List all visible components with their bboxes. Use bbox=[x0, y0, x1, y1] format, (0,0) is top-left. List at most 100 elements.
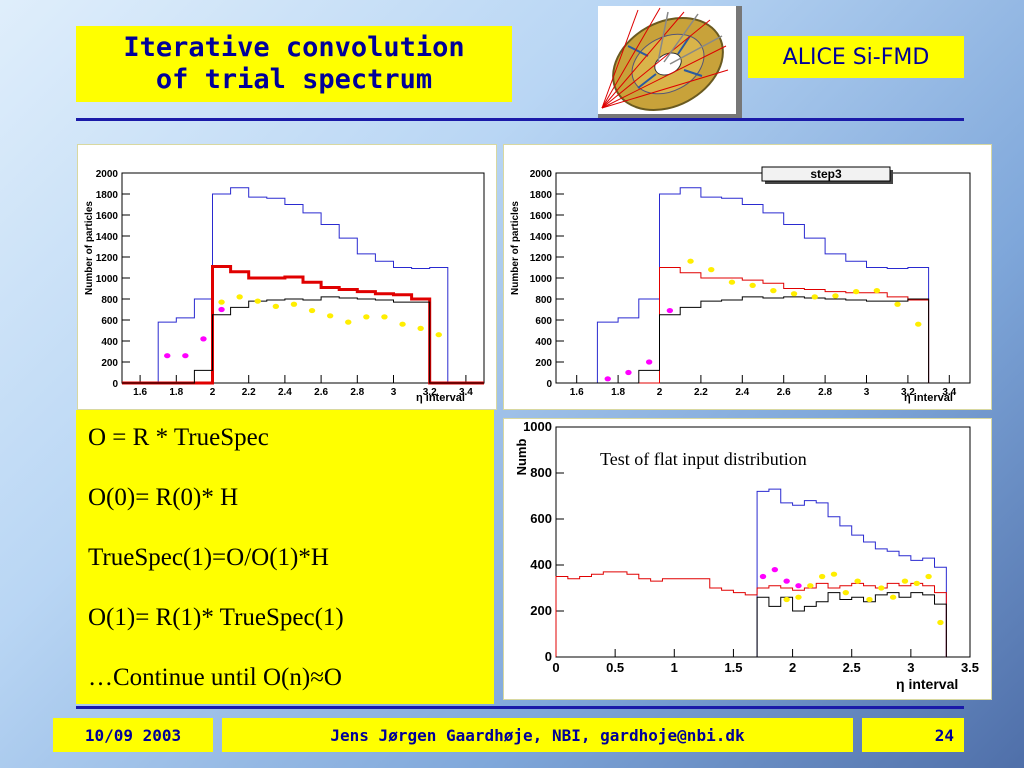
chart-3: 0 200 400 600 800 1000 0 0.5 1 1.5 2 2.5 3 3.5η inter… bbox=[514, 419, 979, 692]
data-point-2 bbox=[708, 267, 715, 273]
chart-2: 0 200 400 600 800 1000 1200 1400 1600 1800 2000 1.6… bbox=[510, 166, 971, 404]
series-line-3 bbox=[556, 592, 970, 658]
detector-logo bbox=[598, 6, 742, 120]
data-point-2 bbox=[687, 258, 694, 264]
y-tick-label: 400 bbox=[101, 337, 118, 348]
data-point-2 bbox=[749, 282, 756, 288]
series-line-3 bbox=[122, 296, 484, 384]
y-tick-label: 1400 bbox=[96, 232, 119, 243]
y-tick-label: 600 bbox=[101, 316, 118, 327]
y-tick-label: 1000 bbox=[96, 274, 119, 285]
data-point-2 bbox=[435, 332, 442, 338]
alice-badge: ALICE Si-FMD bbox=[748, 36, 964, 78]
data-point-1 bbox=[218, 306, 225, 313]
data-point-2 bbox=[272, 303, 280, 309]
y-tick-label: 1400 bbox=[530, 232, 553, 243]
data-point-2 bbox=[811, 294, 818, 300]
series-line-2 bbox=[555, 571, 970, 658]
x-tick-label: 0 bbox=[552, 660, 559, 675]
data-point-1 bbox=[625, 369, 632, 376]
title-box: Iterative convolution of trial spectrum bbox=[76, 26, 512, 102]
x-tick-label: 2.8 bbox=[818, 387, 832, 398]
x-tick-label: 2.2 bbox=[242, 387, 256, 398]
equation-5: …Continue until O(n)≈O bbox=[88, 664, 342, 691]
y-axis-label: Number of particles bbox=[510, 201, 521, 295]
y-tick-label: 1200 bbox=[96, 253, 119, 264]
data-point-2 bbox=[728, 279, 736, 285]
data-point-2 bbox=[937, 619, 944, 626]
y-tick-label: 2000 bbox=[96, 169, 119, 180]
slide-title: Iterative convolution of trial spectrum bbox=[123, 32, 465, 95]
equation-1: O = R * TrueSpec bbox=[88, 424, 269, 451]
x-tick-label: 2.6 bbox=[777, 387, 791, 398]
equation-3: TrueSpec(1)=O/O(1)*H bbox=[88, 544, 329, 571]
y-tick-label: 1800 bbox=[96, 190, 119, 201]
y-tick-label: 200 bbox=[535, 358, 552, 369]
data-point-1 bbox=[771, 567, 779, 573]
data-point-2 bbox=[866, 596, 873, 603]
y-tick-label: 1000 bbox=[523, 419, 552, 434]
x-tick-label: 2.4 bbox=[278, 387, 292, 398]
x-tick-label: 2 bbox=[789, 660, 796, 675]
y-tick-label: 800 bbox=[530, 465, 552, 480]
x-tick-label: 2.6 bbox=[314, 387, 328, 398]
y-tick-label: 400 bbox=[535, 337, 552, 348]
data-point-1 bbox=[759, 573, 767, 580]
chart-1: 0 200 400 600 800 1000 1200 1400 1600 1800 2000 1.6… bbox=[84, 169, 485, 404]
x-tick-label: 3 bbox=[864, 387, 870, 398]
data-point-1 bbox=[795, 583, 802, 589]
series-line-1 bbox=[556, 187, 970, 384]
chart-panel-3: 0 200 400 600 800 1000 0 0.5 1 1.5 2 2.5 3 3.5 η inter… bbox=[503, 418, 992, 700]
y-tick-label: 2000 bbox=[530, 169, 553, 180]
chart-panel-2: 0 200 400 600 800 1000 1200 1400 1600 1800 2000 1.6… bbox=[503, 144, 992, 410]
data-point-2 bbox=[381, 314, 388, 320]
x-tick-label: 3.5 bbox=[961, 660, 979, 675]
data-point-2 bbox=[873, 288, 881, 294]
data-point-2 bbox=[363, 314, 370, 320]
data-point-2 bbox=[915, 321, 922, 327]
x-axis-label: η interval bbox=[416, 392, 465, 404]
y-tick-label: 200 bbox=[530, 603, 552, 618]
data-point-2 bbox=[236, 294, 243, 300]
data-point-2 bbox=[345, 319, 352, 325]
x-tick-label: 3 bbox=[907, 660, 914, 675]
x-tick-label: 1.5 bbox=[724, 660, 742, 675]
x-tick-label: 1.8 bbox=[169, 387, 183, 398]
data-point-2 bbox=[417, 325, 424, 331]
data-point-2 bbox=[290, 301, 298, 307]
y-tick-label: 1800 bbox=[530, 190, 553, 201]
data-point-2 bbox=[790, 291, 798, 297]
chart-annotation: Test of flat input distribution bbox=[600, 449, 807, 469]
y-tick-label: 1600 bbox=[530, 211, 553, 222]
y-tick-label: 1000 bbox=[530, 274, 553, 285]
x-tick-label: 3.4 bbox=[459, 387, 473, 398]
data-point-2 bbox=[254, 298, 261, 304]
data-point-2 bbox=[913, 580, 920, 586]
equations-box: O = R * TrueSpec O(0)= R(0)* H TrueSpec(… bbox=[76, 410, 494, 704]
data-point-2 bbox=[218, 299, 225, 305]
footer-date: 10/09 2003 bbox=[53, 718, 213, 752]
x-tick-label: 3.2 bbox=[901, 387, 915, 398]
x-tick-label: 0.5 bbox=[606, 660, 624, 675]
data-point-2 bbox=[894, 301, 901, 307]
series-line-3 bbox=[556, 296, 970, 384]
x-tick-label: 1.6 bbox=[133, 387, 147, 398]
y-tick-label: 1200 bbox=[530, 253, 553, 264]
data-point-2 bbox=[852, 289, 860, 295]
data-point-1 bbox=[666, 307, 674, 314]
x-tick-label: 3.2 bbox=[423, 387, 437, 398]
data-point-1 bbox=[182, 353, 189, 359]
series-line-2 bbox=[122, 264, 484, 385]
bottom-divider bbox=[76, 706, 964, 709]
data-point-2 bbox=[832, 293, 839, 299]
series-line-2 bbox=[556, 267, 970, 384]
data-point-2 bbox=[925, 573, 932, 580]
equation-4: O(1)= R(1)* TrueSpec(1) bbox=[88, 604, 344, 631]
data-point-2 bbox=[795, 594, 802, 600]
chart-panel-1: 0 200 400 600 800 1000 1200 1400 1600 1800 2000 1.6… bbox=[77, 144, 497, 410]
data-point-1 bbox=[783, 578, 790, 584]
x-tick-label: 1.6 bbox=[570, 387, 584, 398]
data-point-2 bbox=[830, 571, 838, 577]
title-box bbox=[761, 166, 891, 182]
data-point-2 bbox=[818, 573, 826, 580]
